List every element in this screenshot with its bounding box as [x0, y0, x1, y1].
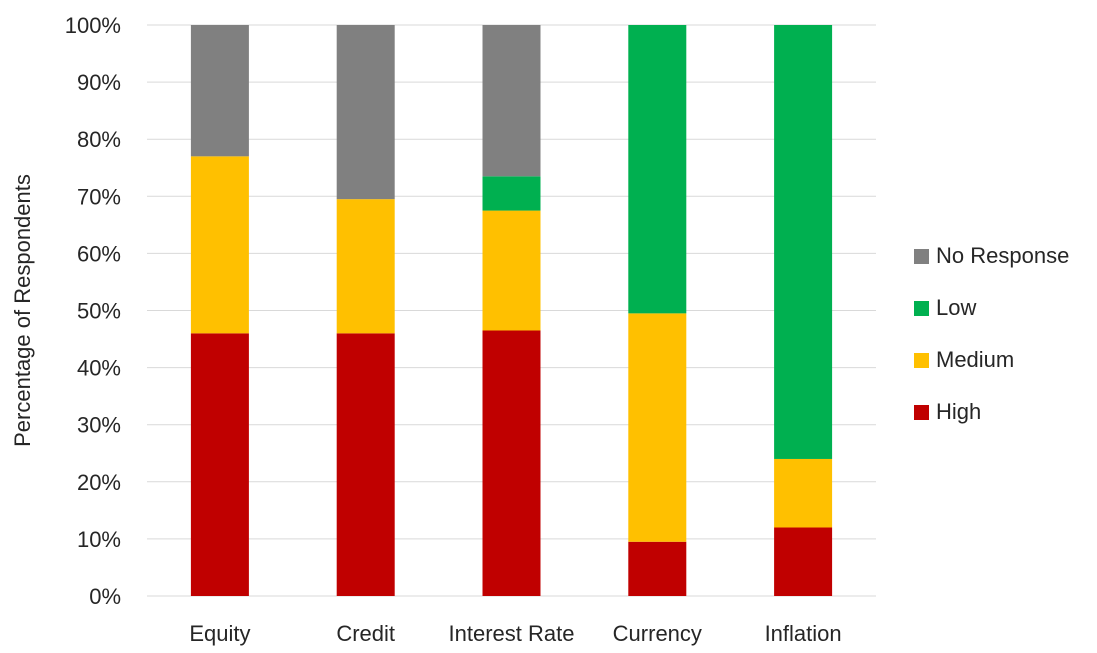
legend: No Response Low Medium High	[914, 230, 1069, 438]
bar-segment-high-inflation	[774, 527, 833, 596]
bars	[190, 25, 833, 596]
legend-swatch	[914, 404, 929, 420]
y-tick-label: 10%	[77, 527, 121, 552]
x-axis-tick-labels: Equity Credit Interest Rate Currency Inflati…	[189, 621, 841, 646]
y-tick-label: 0%	[89, 584, 121, 609]
y-tick-label: 40%	[77, 356, 121, 381]
legend-swatch	[914, 352, 929, 368]
bar-segment-low-inflation	[774, 25, 833, 459]
legend-label: Medium	[936, 347, 1015, 372]
legend-swatch	[914, 300, 929, 316]
legend-label: High	[936, 399, 982, 424]
x-tick-label: Currency	[613, 621, 702, 646]
bar-segment-low-interest-rate	[482, 176, 541, 211]
y-tick-label: 20%	[77, 470, 121, 495]
bar-segment-high-credit	[336, 333, 395, 596]
legend-swatch	[914, 248, 929, 264]
legend-item-no-response: No Response	[914, 230, 1069, 282]
y-axis-label: Percentage of Respondents	[10, 174, 35, 447]
legend-label: No Response	[936, 243, 1070, 268]
bar-segment-high-interest-rate	[482, 330, 541, 596]
bar-segment-medium-credit	[336, 199, 395, 334]
legend-label: Low	[936, 295, 977, 320]
bar-segment-medium-interest-rate	[482, 210, 541, 331]
bar-segment-low-currency	[628, 25, 687, 314]
legend-item-high: High	[914, 386, 1069, 438]
x-tick-label: Interest Rate	[449, 621, 575, 646]
y-tick-label: 90%	[77, 70, 121, 95]
bar-segment-no-response-credit	[336, 25, 395, 200]
y-axis-tick-labels: 0% 10% 20% 30% 40% 50% 60% 70% 80% 90% 100%	[65, 13, 121, 609]
y-tick-label: 70%	[77, 184, 121, 209]
bar-segment-medium-inflation	[774, 458, 833, 528]
legend-item-medium: Medium	[914, 334, 1069, 386]
bar-segment-no-response-equity	[190, 25, 249, 157]
y-tick-label: 100%	[65, 13, 121, 38]
y-tick-label: 80%	[77, 127, 121, 152]
x-tick-label: Credit	[336, 621, 395, 646]
y-tick-label: 60%	[77, 241, 121, 266]
x-tick-label: Equity	[189, 621, 250, 646]
y-tick-label: 30%	[77, 413, 121, 438]
x-tick-label: Inflation	[765, 621, 842, 646]
bar-segment-medium-equity	[190, 156, 249, 334]
bar-segment-high-currency	[628, 541, 687, 596]
bar-segment-no-response-interest-rate	[482, 25, 541, 177]
y-tick-label: 50%	[77, 299, 121, 324]
bar-segment-high-equity	[190, 333, 249, 596]
legend-item-low: Low	[914, 282, 1069, 334]
bar-segment-medium-currency	[628, 313, 687, 542]
